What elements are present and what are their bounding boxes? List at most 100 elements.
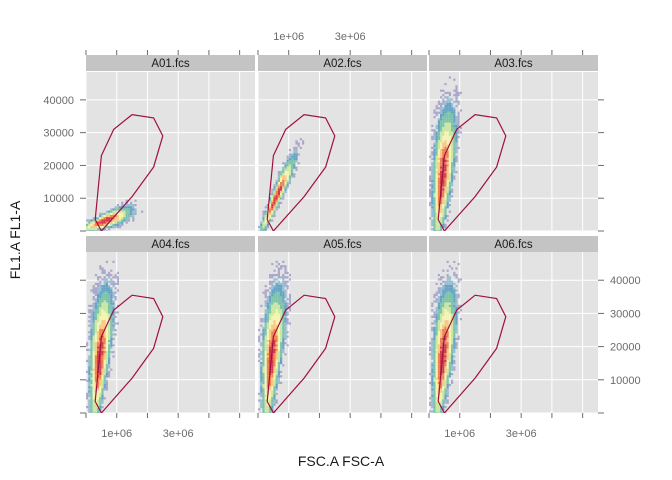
density-cell <box>277 337 280 340</box>
density-cell <box>101 230 104 231</box>
density-cell <box>291 164 294 167</box>
density-cell <box>455 307 458 310</box>
density-cell <box>112 276 115 279</box>
density-cell <box>99 337 102 340</box>
density-cell <box>266 307 269 310</box>
density-cell <box>99 307 102 310</box>
density-cell <box>271 390 274 393</box>
density-cell <box>92 335 95 338</box>
density-cell <box>94 322 97 325</box>
density-cell <box>97 342 100 345</box>
density-cell <box>446 197 449 200</box>
density-cell <box>444 282 447 285</box>
density-cell <box>435 368 438 371</box>
density-cell <box>264 340 267 343</box>
density-cell <box>277 293 280 296</box>
density-cell <box>271 291 274 294</box>
density-cell <box>446 274 449 277</box>
density-cell <box>455 293 458 296</box>
density-cell <box>444 384 447 387</box>
density-cell <box>435 138 438 141</box>
density-cell <box>444 217 447 220</box>
density-cell <box>437 138 440 141</box>
density-cell <box>105 364 108 367</box>
density-cell <box>437 377 440 380</box>
density-cell <box>451 362 454 365</box>
density-cell <box>459 278 462 281</box>
density-cell <box>433 333 436 336</box>
density-cell <box>455 274 458 277</box>
density-cell <box>446 105 449 108</box>
density-cell <box>101 271 104 274</box>
density-cell <box>444 395 447 398</box>
density-cell <box>431 401 434 404</box>
density-cell <box>446 355 449 358</box>
density-cell <box>433 212 436 215</box>
density-cell <box>453 282 456 285</box>
density-cell <box>282 320 285 323</box>
density-cell <box>282 186 285 189</box>
density-cell <box>110 296 113 299</box>
density-cell <box>264 403 267 406</box>
density-cell <box>446 188 449 191</box>
density-cell <box>442 89 445 92</box>
density-cell <box>448 133 451 136</box>
density-cell <box>277 282 280 285</box>
density-cell <box>269 287 272 290</box>
density-cell <box>97 353 100 356</box>
density-cell <box>282 331 285 334</box>
density-cell <box>105 313 108 316</box>
density-cell <box>108 331 111 334</box>
density-cell <box>99 280 102 283</box>
density-cell <box>116 304 119 307</box>
density-cell <box>269 217 272 220</box>
x-tick-label: 3e+06 <box>506 428 537 440</box>
density-cell <box>266 375 269 378</box>
density-cell <box>264 304 267 307</box>
density-cell <box>105 366 108 369</box>
density-cell <box>451 359 454 362</box>
density-cell <box>92 326 95 329</box>
density-cell <box>271 289 274 292</box>
density-cell <box>271 304 274 307</box>
density-cell <box>116 276 119 279</box>
density-cell <box>105 307 108 310</box>
density-cell <box>262 388 265 391</box>
density-cell <box>293 162 296 165</box>
density-cell <box>277 291 280 294</box>
density-cell <box>99 340 102 343</box>
density-cell <box>275 199 278 202</box>
density-cell <box>437 197 440 200</box>
density-cell <box>446 311 449 314</box>
density-cell <box>451 164 454 167</box>
density-cell <box>444 342 447 345</box>
density-cell <box>437 333 440 336</box>
density-cell <box>264 223 267 226</box>
density-cell <box>437 362 440 365</box>
density-cell <box>266 342 269 345</box>
density-cell <box>446 401 449 404</box>
density-cell <box>277 309 280 312</box>
density-cell <box>275 182 278 185</box>
density-cell <box>282 289 285 292</box>
density-cell <box>451 280 454 283</box>
density-cell <box>269 390 272 393</box>
density-cell <box>453 346 456 349</box>
density-cell <box>101 215 104 218</box>
density-cell <box>101 269 104 272</box>
density-cell <box>280 362 283 365</box>
density-cell <box>264 379 267 382</box>
density-cell <box>92 304 95 307</box>
density-cell <box>440 410 443 413</box>
density-cell <box>271 395 274 398</box>
density-cell <box>442 309 445 312</box>
density-cell <box>269 395 272 398</box>
density-cell <box>446 171 449 174</box>
density-cell <box>440 226 443 229</box>
density-cell <box>280 335 283 338</box>
density-cell <box>105 355 108 358</box>
density-cell <box>116 271 119 274</box>
density-cell <box>442 359 445 362</box>
density-cell <box>453 333 456 336</box>
density-cell <box>437 144 440 147</box>
